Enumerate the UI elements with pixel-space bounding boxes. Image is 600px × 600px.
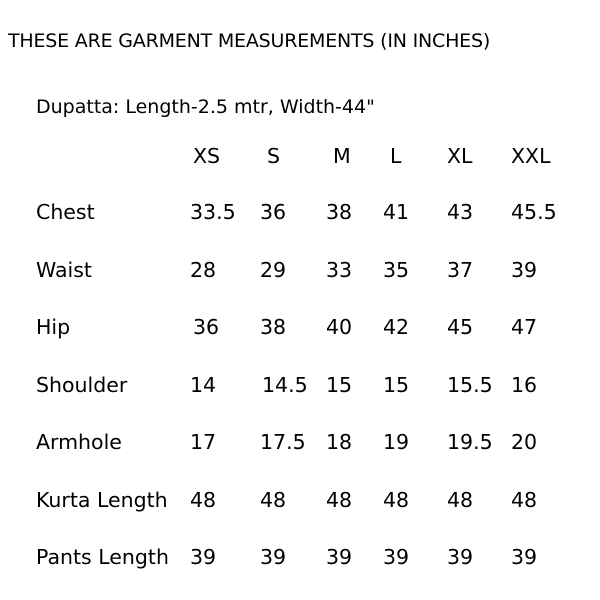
table-cell: 19.5 — [447, 430, 493, 454]
column-header-l: L — [390, 144, 402, 168]
table-cell: 38 — [260, 315, 287, 339]
table-cell: 16 — [511, 373, 538, 397]
table-cell: 29 — [260, 258, 287, 282]
column-header-xxl: XXL — [511, 144, 551, 168]
row-label: Armhole — [36, 430, 122, 454]
table-cell: 39 — [447, 545, 474, 569]
table-cell: 37 — [447, 258, 474, 282]
table-cell: 48 — [190, 488, 217, 512]
table-cell: 36 — [193, 315, 220, 339]
table-cell: 33.5 — [190, 200, 236, 224]
table-cell: 38 — [326, 200, 353, 224]
table-cell: 14.5 — [262, 373, 308, 397]
table-cell: 48 — [326, 488, 353, 512]
table-cell: 15 — [326, 373, 353, 397]
table-cell: 33 — [326, 258, 353, 282]
table-cell: 41 — [383, 200, 410, 224]
table-cell: 42 — [383, 315, 410, 339]
row-label: Chest — [36, 200, 95, 224]
table-cell: 48 — [447, 488, 474, 512]
table-cell: 40 — [326, 315, 353, 339]
table-cell: 43 — [447, 200, 474, 224]
column-header-xl: XL — [447, 144, 473, 168]
table-cell: 48 — [260, 488, 287, 512]
table-cell: 20 — [511, 430, 538, 454]
table-cell: 14 — [190, 373, 217, 397]
table-cell: 35 — [383, 258, 410, 282]
table-cell: 17.5 — [260, 430, 306, 454]
table-cell: 39 — [511, 545, 538, 569]
table-cell: 19 — [383, 430, 410, 454]
table-cell: 47 — [511, 315, 538, 339]
table-cell: 39 — [383, 545, 410, 569]
table-cell: 48 — [383, 488, 410, 512]
column-header-m: M — [333, 144, 351, 168]
row-label: Shoulder — [36, 373, 128, 397]
row-label: Hip — [36, 315, 71, 339]
table-cell: 28 — [190, 258, 217, 282]
table-cell: 39 — [260, 545, 287, 569]
table-cell: 15 — [383, 373, 410, 397]
column-header-xs: XS — [193, 144, 221, 168]
row-label: Kurta Length — [36, 488, 168, 512]
row-label: Waist — [36, 258, 92, 282]
table-cell: 17 — [190, 430, 217, 454]
table-cell: 48 — [511, 488, 538, 512]
table-cell: 45 — [447, 315, 474, 339]
table-cell: 36 — [260, 200, 287, 224]
page-title: THESE ARE GARMENT MEASUREMENTS (IN INCHE… — [8, 30, 491, 52]
dupatta-measurement: Dupatta: Length-2.5 mtr, Width-44" — [36, 96, 375, 118]
table-cell: 39 — [190, 545, 217, 569]
table-cell: 39 — [511, 258, 538, 282]
table-cell: 45.5 — [511, 200, 557, 224]
table-cell: 39 — [326, 545, 353, 569]
table-cell: 18 — [326, 430, 353, 454]
row-label: Pants Length — [36, 545, 169, 569]
column-header-s: S — [267, 144, 281, 168]
table-cell: 15.5 — [447, 373, 493, 397]
